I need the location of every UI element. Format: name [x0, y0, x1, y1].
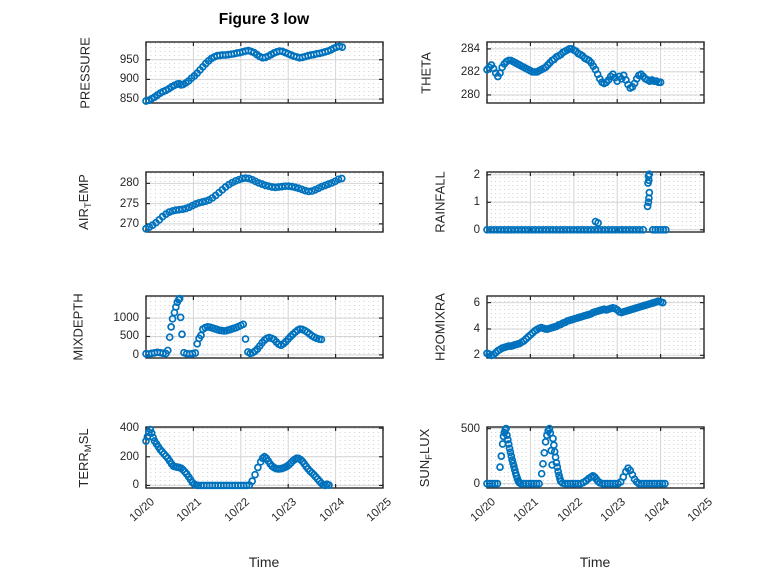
y-label-text: SUN [417, 459, 432, 487]
y-tick-label: 280 [460, 88, 480, 101]
y-label-text: EMP [76, 174, 91, 203]
y-tick-label: 0 [473, 223, 480, 236]
figure-title: Figure 3 low [218, 11, 310, 28]
x-tick-label: 10/20 [468, 496, 499, 525]
y-axis-label-SUN_FLUX: SUNFLUX [417, 428, 435, 487]
y-tick-label: 400 [119, 422, 139, 435]
plot-area-MIXDEPTH [142, 294, 384, 359]
y-tick-label: 950 [119, 53, 139, 66]
y-tick-label: 500 [119, 330, 139, 343]
plot-area-H2OMIXRA [483, 295, 705, 360]
y-label-subscript: T [83, 202, 94, 209]
y-tick-label: 270 [119, 217, 139, 230]
y-label-text: LUX [417, 428, 432, 454]
scatter-series [483, 45, 665, 92]
y-axis-label-PRESSURE: PRESSURE [78, 37, 93, 109]
y-axis-label-TERR_MSL: TERRMSL [76, 428, 94, 487]
y-tick-label: 200 [119, 450, 139, 463]
x-axis-label-left: Time [248, 554, 280, 570]
y-tick-label: 850 [119, 93, 139, 106]
scatter-series [142, 294, 326, 358]
y-label-subscript: F [424, 453, 435, 460]
y-label-text: H2OMIXRA [432, 293, 448, 361]
y-label-text: THETA [418, 51, 434, 94]
y-axis-label-H2OMIXRA: H2OMIXRA [433, 293, 448, 361]
y-tick-label: 1 [473, 196, 480, 209]
major-grid [486, 42, 705, 103]
axis-ticks [486, 42, 705, 103]
y-label-text: RAINFALL [432, 171, 448, 233]
plot-area-AIR_TEMP [142, 171, 384, 233]
y-tick-label: 2 [473, 168, 480, 181]
y-tick-label: 6 [473, 296, 480, 309]
scatter-series [483, 297, 667, 360]
y-tick-label: 900 [119, 73, 139, 86]
scatter-series [142, 42, 347, 105]
plot-area-THETA [483, 41, 705, 104]
scatter-series [142, 174, 346, 233]
y-axis-label-THETA: THETA [419, 52, 434, 94]
y-tick-label: 4 [473, 322, 480, 335]
y-tick-label: 0 [132, 348, 139, 361]
y-tick-label: 0 [132, 479, 139, 492]
scatter-series [483, 170, 670, 234]
plot-area-TERR_MSL [142, 425, 384, 490]
y-tick-label: 0 [473, 477, 480, 490]
y-tick-label: 2 [473, 349, 480, 362]
plot-area-SUN_FLUX [483, 424, 705, 489]
y-axis-label-MIXDEPTH: MIXDEPTH [71, 293, 86, 360]
axis-ticks [145, 296, 384, 358]
y-tick-label: 275 [119, 197, 139, 210]
x-axis-label-right: Time [579, 554, 611, 570]
y-label-text: PRESSURE [77, 36, 93, 109]
y-label-text: SL [76, 427, 91, 444]
y-label-text: TERR [76, 451, 91, 488]
minor-grid [150, 173, 379, 231]
scatter-series [483, 424, 669, 488]
y-axis-label-RAINFALL: RAINFALL [433, 171, 448, 232]
y-tick-label: 282 [460, 65, 480, 78]
y-tick-label: 500 [460, 422, 480, 435]
plot-area-RAINFALL [483, 170, 705, 234]
y-axis-label-AIR_TEMP: AIRTEMP [76, 174, 94, 230]
y-label-subscript: M [83, 443, 94, 452]
scatter-series [142, 425, 333, 490]
y-label-text: AIR [76, 208, 91, 230]
y-label-text: MIXDEPTH [70, 293, 86, 361]
plot-area-PRESSURE [142, 41, 384, 105]
y-tick-label: 1000 [113, 312, 139, 325]
y-tick-label: 280 [119, 177, 139, 190]
y-tick-label: 284 [460, 42, 480, 55]
x-tick-label: 10/20 [127, 496, 158, 525]
